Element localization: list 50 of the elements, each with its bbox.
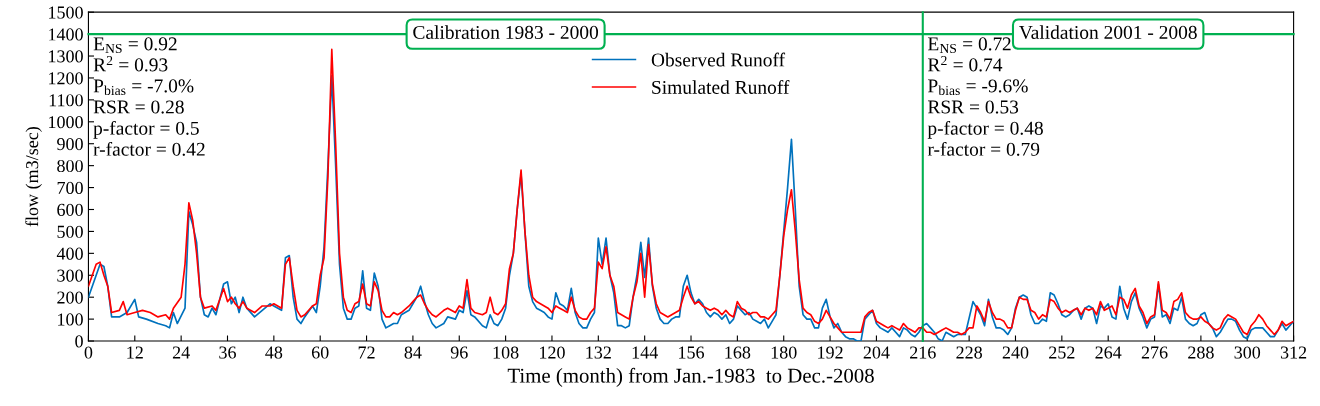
x-tick-label: 192 [818,346,843,359]
y-tick-label: 600 [57,203,83,216]
y-tick-label: 900 [57,137,83,151]
x-tick-label: 276 [1141,346,1168,359]
x-tick-label: 216 [910,346,936,359]
y-tick-label: 800 [57,159,83,173]
x-tick-label: 120 [540,346,565,359]
y-tick-label: 1400 [49,28,83,41]
y-tick-label: 400 [56,247,83,260]
y-tick-label: 200 [57,291,83,304]
y-tick-label: 1100 [49,94,83,107]
annotation: Validation 2001 - 2008 [1019,25,1197,40]
x-tick-label: 312 [1280,346,1307,359]
x-tick-label: 48 [265,346,283,359]
y-axis-title: flow (m3/sec) [25,127,42,227]
x-tick-label: 168 [725,346,751,359]
x-tick-label: 72 [358,346,375,359]
x-tick-label: 24 [172,346,190,359]
x-tick-label: 180 [771,346,797,359]
y-tick-label: 700 [57,181,83,195]
x-tick-label: 156 [679,346,705,359]
x-tick-label: 240 [1002,346,1029,359]
x-tick-label: 204 [863,346,890,359]
x-tick-label: 288 [1188,346,1214,359]
y-tick-label: 1000 [49,116,83,129]
x-tick-label: 84 [404,346,422,359]
y-tick-label: 1300 [49,50,83,63]
x-tick-label: 132 [586,346,611,359]
x-tick-label: 300 [1234,346,1261,359]
annotation: Calibration 1983 - 2000 [413,25,599,39]
x-tick-label: 36 [219,346,236,359]
y-tick-label: 1500 [49,6,83,19]
x-tick-label: 264 [1095,346,1122,359]
y-tick-label: 0 [75,335,83,348]
x-tick-label: 228 [956,346,982,359]
y-tick-label: 500 [57,225,83,238]
x-tick-label: 96 [450,346,468,359]
legend-label: Simulated Runoff [652,80,790,94]
y-tick-label: 1200 [49,72,83,85]
x-tick-label: 108 [493,346,519,359]
text: E$_{NS}$ = 0.92 R$^{2}$ = 0.93 P$_{bias}$ = -7.0% RSR = 0.28 p-factor = 0.5 r-factor = 0.42 [93,37,205,156]
x-tick-label: 0 [84,346,93,359]
legend-label: Observed Runoff [651,52,786,67]
x-axis-title: Time (month) from Jan.-1983 to Dec.-2008 [507,367,874,387]
y-tick-label: 300 [57,269,83,282]
x-tick-label: 12 [127,346,143,359]
x-tick-label: 60 [311,346,329,359]
y-tick-label: 100 [58,313,83,326]
x-tick-label: 252 [1049,346,1075,359]
x-tick-label: 144 [632,346,658,359]
